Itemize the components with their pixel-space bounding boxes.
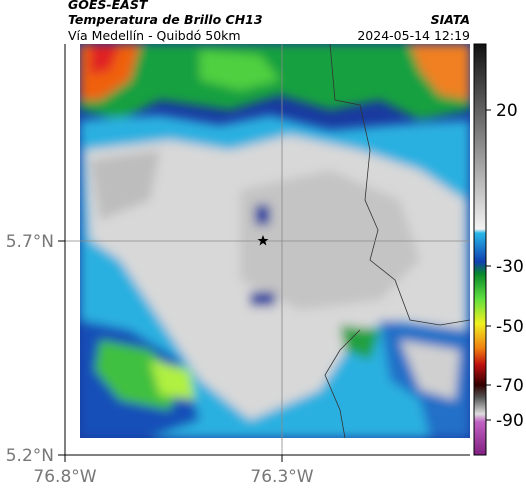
lat-label: 5.2°N: [6, 446, 54, 466]
datetime: 2024-05-14 12:19: [357, 28, 470, 43]
lon-label: 76.3°W: [250, 467, 313, 487]
colorbar-tick: 20: [496, 101, 518, 121]
lat-label: 5.7°N: [6, 232, 54, 252]
colorbar-tick: -90: [496, 411, 524, 431]
colorbar-tick: -70: [496, 376, 524, 396]
source: GOES-EAST: [68, 0, 149, 12]
colorbar-tick: -30: [496, 257, 524, 277]
colorbar-tick: -50: [496, 317, 524, 337]
lon-label: 76.8°W: [33, 467, 96, 487]
colorbar: [473, 43, 487, 456]
title: Temperatura de Brillo CH13: [68, 12, 263, 27]
satellite-image: [80, 44, 470, 438]
agency: SIATA: [431, 12, 470, 27]
subtitle: Vía Medellín - Quibdó 50km: [68, 28, 241, 43]
